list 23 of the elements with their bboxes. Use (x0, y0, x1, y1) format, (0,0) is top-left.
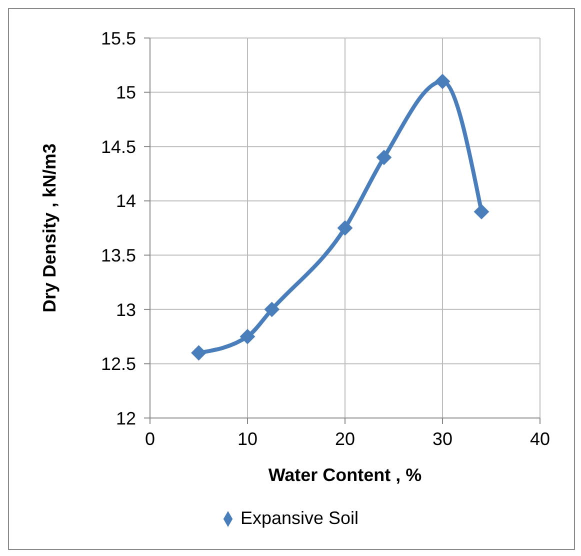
x-tick-label: 10 (237, 428, 258, 449)
y-tick-label: 12 (116, 408, 136, 428)
x-tick-label: 40 (530, 428, 550, 449)
y-tick-label: 12.5 (100, 354, 136, 374)
x-tick-label: 0 (144, 428, 156, 449)
y-tick-label: 14.5 (100, 136, 136, 157)
point (338, 220, 352, 236)
point (435, 74, 450, 89)
x-axis-title: Water Content , % (268, 464, 422, 485)
y-axis-title: Dry Density , kN/m3 (39, 143, 60, 313)
y-tick-label: 13 (116, 300, 136, 320)
point (264, 302, 280, 317)
point (474, 204, 489, 220)
x-tick-label: 20 (334, 428, 356, 449)
y-tick-label: 15 (116, 82, 136, 103)
point (376, 150, 392, 165)
x-tick-label: 30 (432, 428, 453, 449)
legend-label: Expansive Soil (240, 508, 359, 528)
point (240, 329, 255, 344)
y-tick-label: 13.5 (100, 246, 136, 266)
point (191, 345, 206, 360)
y-tick-label: 14 (116, 191, 136, 212)
y-tick-label: 15.5 (100, 28, 136, 48)
